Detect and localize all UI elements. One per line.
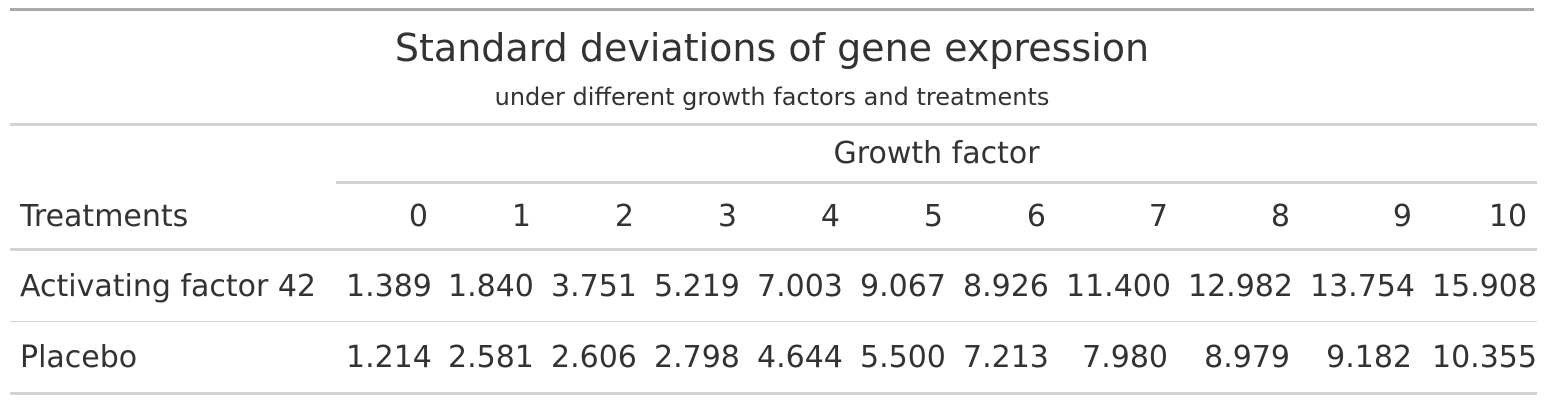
table-cell: 8.926 xyxy=(953,248,1056,322)
data-table: Growth factor Treatments 0 1 2 3 4 5 6 7… xyxy=(10,123,1538,395)
table-cell: 5.500 xyxy=(850,321,953,395)
table-cell: 2.581 xyxy=(438,321,541,395)
table-cell: 7.980 xyxy=(1056,321,1178,395)
table-cell: 5.219 xyxy=(644,248,747,322)
spanner-stub-blank xyxy=(10,123,336,184)
column-header: 8 xyxy=(1270,198,1290,234)
table-cell: 3.751 xyxy=(541,248,644,322)
column-header: 3 xyxy=(717,198,737,234)
column-header: 9 xyxy=(1392,198,1412,234)
column-header: 5 xyxy=(923,198,943,234)
table-cell: 7.003 xyxy=(747,248,850,322)
column-header-row: Treatments 0 1 2 3 4 5 6 7 8 9 10 xyxy=(10,184,1537,250)
table-cell: 13.754 xyxy=(1300,248,1422,322)
table-cell: 1.840 xyxy=(438,248,541,322)
row-label: Activating factor 42 xyxy=(10,248,336,322)
table-cell: 9.067 xyxy=(850,248,953,322)
column-header: 7 xyxy=(1148,198,1168,234)
column-header: 6 xyxy=(1026,198,1046,234)
table-cell: 15.908 xyxy=(1422,248,1538,322)
top-border xyxy=(10,8,1534,11)
table-cell: 8.979 xyxy=(1178,321,1300,395)
gt-table: Standard deviations of gene expression u… xyxy=(10,8,1538,395)
column-header: 1 xyxy=(511,198,531,234)
spanner-row: Growth factor xyxy=(10,123,1538,184)
table-cell: 2.606 xyxy=(541,321,644,395)
table-cell: 10.355 xyxy=(1422,321,1538,395)
table-cell: 4.644 xyxy=(747,321,850,395)
spanner-header: Growth factor xyxy=(336,123,1538,184)
table-cell: 12.982 xyxy=(1178,248,1300,322)
table-cell: 9.182 xyxy=(1300,321,1422,395)
table-cell: 1.389 xyxy=(336,248,438,322)
row-label: Placebo xyxy=(10,321,336,395)
spanner-label: Growth factor xyxy=(833,135,1040,171)
table-row: Placebo 1.214 2.581 2.606 2.798 4.644 5.… xyxy=(10,321,1538,395)
table-title: Standard deviations of gene expression xyxy=(394,26,1150,70)
table-cell: 11.400 xyxy=(1056,248,1178,322)
column-header: 4 xyxy=(820,198,840,234)
column-header: 0 xyxy=(408,198,428,234)
table-cell: 7.213 xyxy=(953,321,1056,395)
column-header: 2 xyxy=(614,198,634,234)
table-cell: 2.798 xyxy=(644,321,747,395)
table-cell: 1.214 xyxy=(336,321,438,395)
column-header: 10 xyxy=(1488,198,1528,234)
stub-header: Treatments xyxy=(20,198,189,234)
table-subtitle: under different growth factors and treat… xyxy=(494,83,1050,111)
table-row: Activating factor 42 1.389 1.840 3.751 5… xyxy=(10,248,1538,322)
